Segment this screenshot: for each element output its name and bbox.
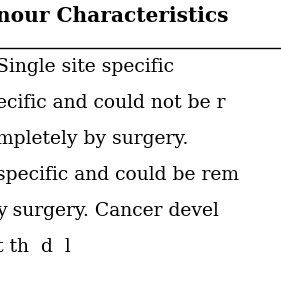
Text: y surgery. Cancer devel: y surgery. Cancer devel bbox=[0, 202, 219, 220]
Text: Single site specific: Single site specific bbox=[0, 58, 174, 76]
Text: specific and could be rem: specific and could be rem bbox=[0, 166, 239, 184]
Text: ecific and could not be r: ecific and could not be r bbox=[0, 94, 225, 112]
Text: t th  d  l: t th d l bbox=[0, 238, 71, 256]
Text: nour Characteristics: nour Characteristics bbox=[0, 6, 228, 26]
Text: mpletely by surgery.: mpletely by surgery. bbox=[0, 130, 188, 148]
